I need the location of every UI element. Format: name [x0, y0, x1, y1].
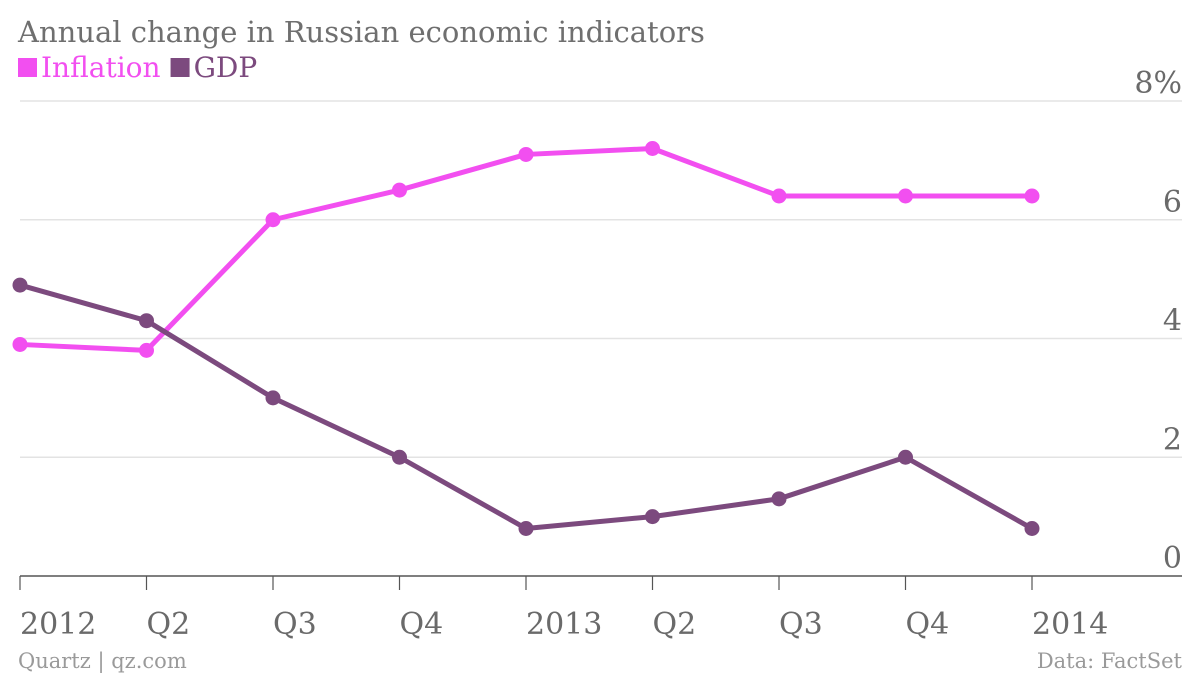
data-point-gdp [645, 509, 660, 525]
x-axis-ticks: 2012 Q2 Q3 Q4 2013 Q2 Q3 Q4 2014 [19, 576, 1108, 642]
y-axis-ticks: 8% 6 4 2 0 [1134, 66, 1182, 576]
x-tick-label: Q4 [400, 607, 444, 642]
legend: Inflation GDP [18, 51, 257, 84]
legend-label-inflation: Inflation [41, 51, 161, 84]
footer-source-right: Data: FactSet [1037, 649, 1183, 673]
data-point-gdp [1024, 521, 1040, 536]
data-point-gdp [139, 313, 154, 329]
legend-swatch-gdp [170, 58, 190, 77]
x-tick-label: 2012 [20, 607, 96, 642]
data-point-gdp [265, 390, 281, 406]
data-point-inflation [518, 146, 534, 162]
y-tick-label: 2 [1163, 422, 1182, 457]
y-tick-label: 4 [1163, 304, 1182, 339]
chart-title: Annual change in Russian economic indica… [17, 15, 705, 49]
y-tick-label: 0 [1163, 541, 1182, 576]
data-point-inflation [1024, 188, 1040, 204]
x-tick-label: 2014 [1032, 607, 1108, 642]
y-tick-label: 8% [1134, 66, 1182, 101]
x-tick-label: Q2 [147, 607, 191, 642]
x-tick-label: Q3 [273, 607, 317, 642]
data-point-inflation [392, 182, 407, 198]
x-tick-label: 2013 [526, 607, 602, 642]
data-point-gdp [518, 521, 534, 536]
x-tick-label: Q3 [779, 607, 823, 642]
data-point-inflation [265, 212, 281, 228]
legend-swatch-inflation [18, 58, 37, 77]
data-point-inflation [898, 188, 913, 204]
y-tick-label: 6 [1163, 185, 1182, 220]
data-point-gdp [898, 449, 913, 465]
footer-source-left: Quartz | qz.com [18, 649, 187, 674]
x-tick-label: Q2 [653, 607, 697, 642]
data-point-inflation [645, 141, 660, 156]
data-point-gdp [392, 449, 407, 465]
data-point-inflation [139, 342, 154, 358]
series-line-inflation [17, 146, 1035, 353]
data-point-gdp [771, 491, 787, 507]
data-point-gdp [12, 277, 28, 293]
data-point-inflation [12, 336, 28, 352]
series-points [12, 141, 1040, 536]
x-tick-label: Q4 [906, 607, 950, 642]
legend-label-gdp: GDP [194, 51, 258, 84]
data-point-inflation [771, 188, 787, 204]
gridlines [20, 100, 1182, 577]
